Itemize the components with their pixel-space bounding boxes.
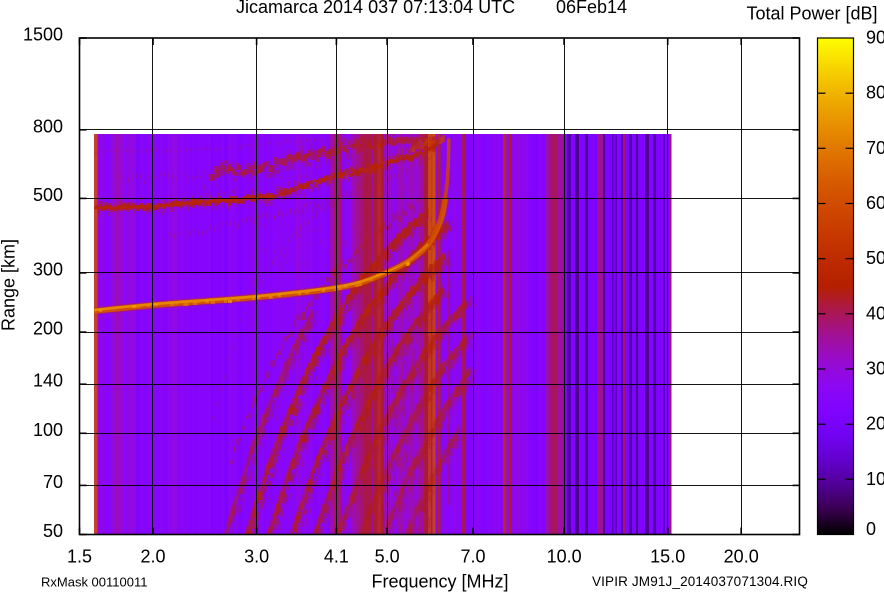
svg-text:15.0: 15.0 xyxy=(650,547,685,567)
svg-text:200: 200 xyxy=(33,319,63,339)
svg-text:800: 800 xyxy=(33,116,63,136)
svg-text:3.0: 3.0 xyxy=(244,547,269,567)
svg-text:100: 100 xyxy=(33,420,63,440)
svg-text:50: 50 xyxy=(43,521,63,541)
svg-text:VIPIR JM91J_2014037071304.RIQ: VIPIR JM91J_2014037071304.RIQ xyxy=(592,574,808,589)
svg-text:2.0: 2.0 xyxy=(140,547,165,567)
svg-text:Range [km]: Range [km] xyxy=(0,239,19,331)
svg-text:140: 140 xyxy=(33,371,63,391)
svg-text:1500: 1500 xyxy=(23,25,63,45)
svg-text:RxMask 00110011: RxMask 00110011 xyxy=(41,575,147,590)
svg-text:0: 0 xyxy=(866,519,876,539)
svg-text:10.0: 10.0 xyxy=(547,547,582,567)
svg-text:20.0: 20.0 xyxy=(724,547,759,567)
svg-text:4.1: 4.1 xyxy=(324,547,349,567)
svg-text:80: 80 xyxy=(866,83,884,103)
svg-text:Total Power [dB]: Total Power [dB] xyxy=(747,4,878,24)
svg-text:90: 90 xyxy=(866,28,884,48)
svg-text:60: 60 xyxy=(866,193,884,213)
svg-text:30: 30 xyxy=(866,359,884,379)
svg-text:70: 70 xyxy=(43,472,63,492)
svg-text:5.0: 5.0 xyxy=(375,547,400,567)
svg-text:Jicamarca 2014 037 07:13:04 UT: Jicamarca 2014 037 07:13:04 UTC xyxy=(236,0,515,17)
svg-text:06Feb14: 06Feb14 xyxy=(556,0,627,17)
svg-text:70: 70 xyxy=(866,138,884,158)
svg-text:20: 20 xyxy=(866,414,884,434)
svg-text:40: 40 xyxy=(866,303,884,323)
svg-text:1.5: 1.5 xyxy=(67,547,92,567)
svg-text:7.0: 7.0 xyxy=(460,547,485,567)
svg-text:Frequency [MHz]: Frequency [MHz] xyxy=(371,572,508,592)
svg-text:10: 10 xyxy=(866,469,884,489)
svg-text:300: 300 xyxy=(33,259,63,279)
svg-text:500: 500 xyxy=(33,185,63,205)
svg-text:50: 50 xyxy=(866,248,884,268)
